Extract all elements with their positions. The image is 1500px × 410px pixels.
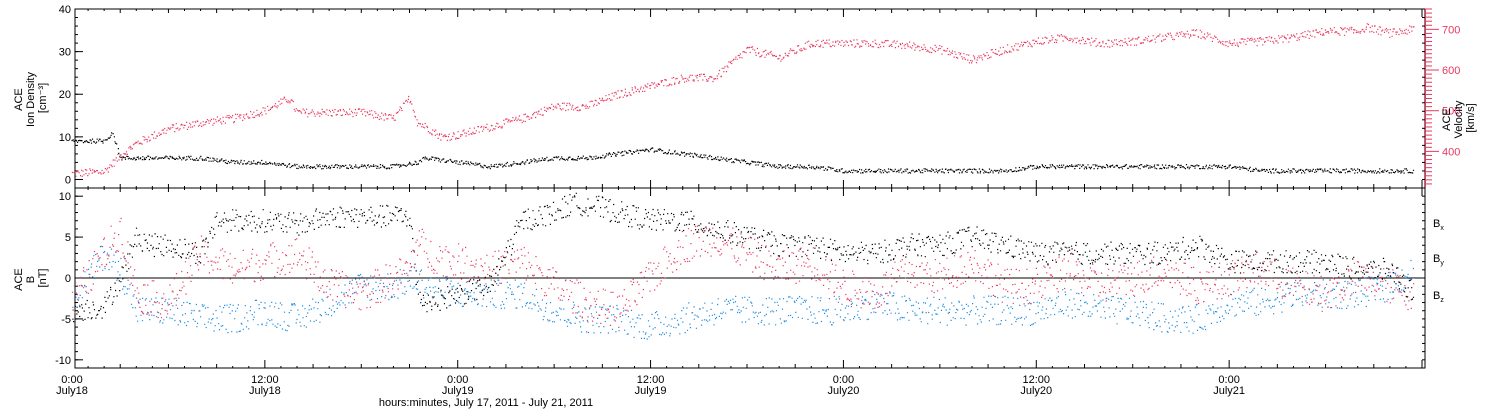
top-panel-frame xyxy=(74,8,1426,189)
x-tick-label-date: July19 xyxy=(442,385,474,397)
x-tick-label-time: 12:00 xyxy=(251,374,279,386)
x-tick-label-time: 12:00 xyxy=(1023,374,1051,386)
x-tick-label-date: July21 xyxy=(1213,385,1245,397)
x-tick-label-time: 0:00 xyxy=(1218,374,1239,386)
x-tick-label-date: July20 xyxy=(1020,385,1052,397)
velocity-points xyxy=(71,23,1415,177)
density-axis-tick-label: 20 xyxy=(59,89,71,101)
field-axis-title: ACE B [nT] xyxy=(13,265,49,291)
field-axis-tick-label: 0 xyxy=(65,273,71,285)
x-tick-label-time: 0:00 xyxy=(447,374,468,386)
velocity-axis-tick-label: 500 xyxy=(1442,106,1460,118)
field-axis-tick-label: -10 xyxy=(55,355,71,367)
x-tick-label-date: July20 xyxy=(828,385,860,397)
x-tick-label-time: 12:00 xyxy=(637,374,665,386)
legend-by: By xyxy=(1433,253,1444,267)
axis-ticks xyxy=(75,8,1439,369)
x-tick-label-date: July18 xyxy=(56,385,88,397)
data-points xyxy=(71,23,1415,340)
x-tick-label-time: 0:00 xyxy=(61,374,82,386)
legend-bx: Bx xyxy=(1433,218,1444,232)
velocity-axis-tick-label: 400 xyxy=(1442,146,1460,158)
velocity-axis-title-line-2: Velocity xyxy=(1453,100,1465,138)
field-axis-tick-label: 10 xyxy=(59,191,71,203)
density-axis-title-line-1: ACE xyxy=(13,88,25,111)
x-axis-title: hours:minutes, July 17, 2011 - July 21, … xyxy=(379,397,593,409)
legend-bz: Bz xyxy=(1433,290,1444,304)
tick-labels: 0:00July1812:00July180:00July1912:00July… xyxy=(55,4,1460,397)
density-axis-tick-label: 10 xyxy=(59,132,71,144)
field-axis-title-line-1: ACE xyxy=(13,268,25,291)
bz-points xyxy=(71,217,1415,328)
velocity-axis-tick-label: 600 xyxy=(1442,65,1460,77)
field-axis-tick-label: 5 xyxy=(65,232,71,244)
velocity-axis-tick-label: 700 xyxy=(1442,24,1460,36)
density-axis-title: ACE Ion Density [cm⁻³] xyxy=(13,69,49,127)
field-axis-title-line-2: B xyxy=(25,276,37,283)
x-tick-label-date: July19 xyxy=(635,385,667,397)
density-axis-tick-label: 30 xyxy=(59,47,71,59)
field-axis-title-line-3: [nT] xyxy=(37,269,49,288)
x-tick-label-date: July18 xyxy=(249,385,281,397)
density-axis-title-line-2: Ion Density xyxy=(25,72,37,128)
density-axis-tick-label: 0 xyxy=(65,174,71,186)
velocity-axis-title-line-1: ACE xyxy=(1441,108,1453,131)
bx-points xyxy=(72,192,1415,323)
density-axis-title-line-3: [cm⁻³] xyxy=(37,83,49,113)
velocity-axis-title: ACE Velocity [km/s] xyxy=(1441,98,1477,139)
density-axis-tick-label: 40 xyxy=(59,4,71,16)
velocity-axis-title-line-3: [km/s] xyxy=(1465,103,1477,132)
by-points xyxy=(72,245,1415,340)
density-points xyxy=(71,132,1415,174)
field-axis-tick-label: -5 xyxy=(61,314,71,326)
x-tick-label-time: 0:00 xyxy=(833,374,854,386)
